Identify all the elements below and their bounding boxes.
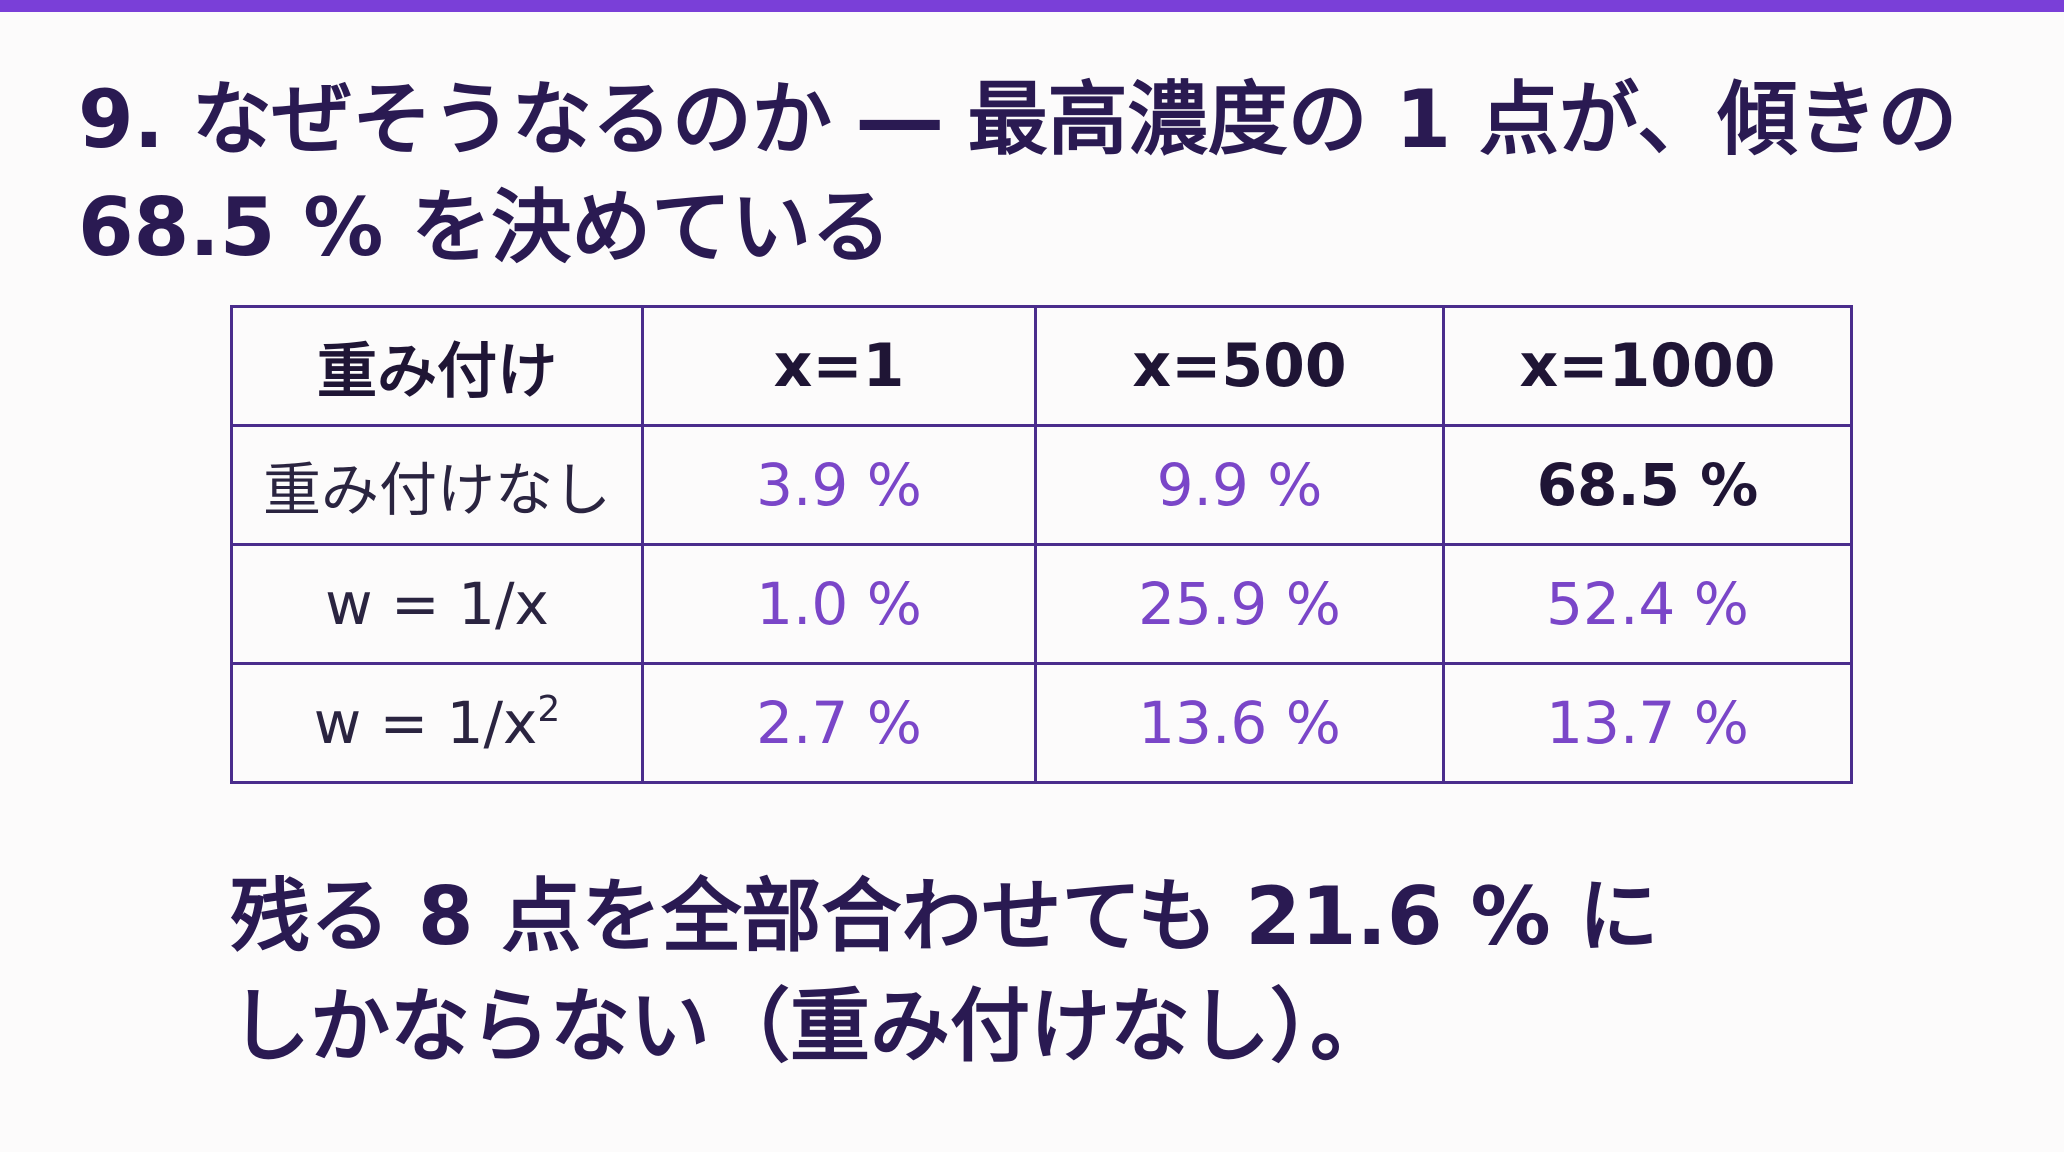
row-label-inverse-x: w = 1/x	[230, 543, 644, 665]
table-header-row: 重み付け x=1 x=500 x=1000	[230, 305, 1853, 427]
header-x1: x=1	[641, 305, 1037, 427]
header-x500: x=500	[1034, 305, 1445, 427]
header-weighting: 重み付け	[230, 305, 644, 427]
conclusion-line-2: しかならない（重み付けなし）。	[230, 980, 1390, 1073]
cell-unweighted-x1: 3.9 %	[641, 424, 1037, 546]
table-row: w = 1/x 1.0 % 25.9 % 52.4 %	[230, 543, 1853, 665]
slide-title-line-1: 9. なぜそうなるのか ― 最高濃度の 1 点が、傾きの	[78, 73, 1958, 166]
slide-title: 9. なぜそうなるのか ― 最高濃度の 1 点が、傾きの 68.5 % を決めて…	[78, 66, 1978, 282]
top-accent-bar	[0, 0, 2064, 12]
table-row: 重み付けなし 3.9 % 9.9 % 68.5 %	[230, 424, 1853, 546]
row-label-unweighted: 重み付けなし	[230, 424, 644, 546]
cell-inverse-x2-x1: 2.7 %	[641, 662, 1037, 784]
table-row: w = 1/x2 2.7 % 13.6 % 13.7 %	[230, 662, 1853, 784]
cell-inverse-x-x500: 25.9 %	[1034, 543, 1445, 665]
row-label-base: w = 1/x	[313, 689, 538, 757]
conclusion-line-1: 残る 8 点を全部合わせても 21.6 % に	[230, 870, 1659, 963]
cell-unweighted-x500: 9.9 %	[1034, 424, 1445, 546]
cell-inverse-x-x1: 1.0 %	[641, 543, 1037, 665]
cell-inverse-x2-x1000: 13.7 %	[1442, 662, 1853, 784]
cell-inverse-x-x1000: 52.4 %	[1442, 543, 1853, 665]
row-label-inverse-x-squared: w = 1/x2	[230, 662, 644, 784]
cell-unweighted-x1000: 68.5 %	[1442, 424, 1853, 546]
cell-inverse-x2-x500: 13.6 %	[1034, 662, 1445, 784]
slide-title-line-2: 68.5 % を決めている	[78, 181, 892, 274]
weighting-contribution-table: 重み付け x=1 x=500 x=1000 重み付けなし 3.9 % 9.9 %…	[230, 305, 1853, 784]
superscript-two: 2	[537, 689, 561, 730]
header-x1000: x=1000	[1442, 305, 1853, 427]
conclusion-text: 残る 8 点を全部合わせても 21.6 % に しかならない（重み付けなし）。	[230, 862, 2010, 1082]
